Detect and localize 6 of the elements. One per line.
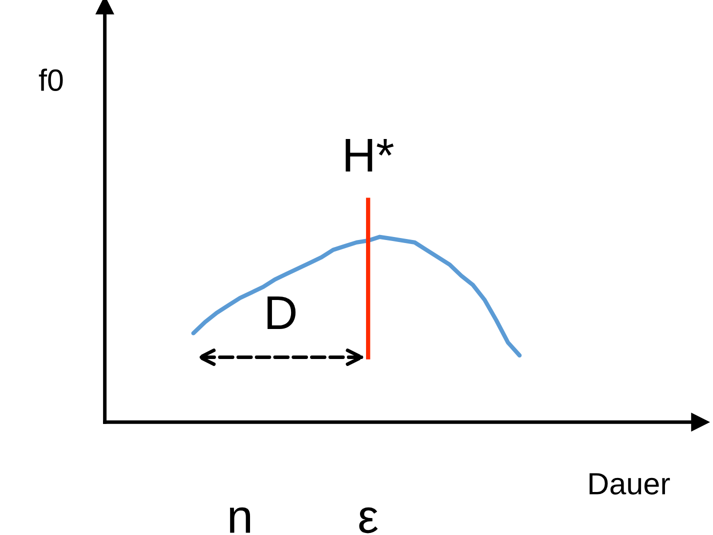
x-tick-label: ε (359, 507, 378, 534)
x-axis-title: Dauer (590, 473, 670, 495)
annotation: D (268, 296, 296, 329)
y-axis-title: f0 (38, 68, 63, 91)
ref-line-label: H* (346, 139, 394, 172)
x-tick-label: n (230, 507, 250, 533)
